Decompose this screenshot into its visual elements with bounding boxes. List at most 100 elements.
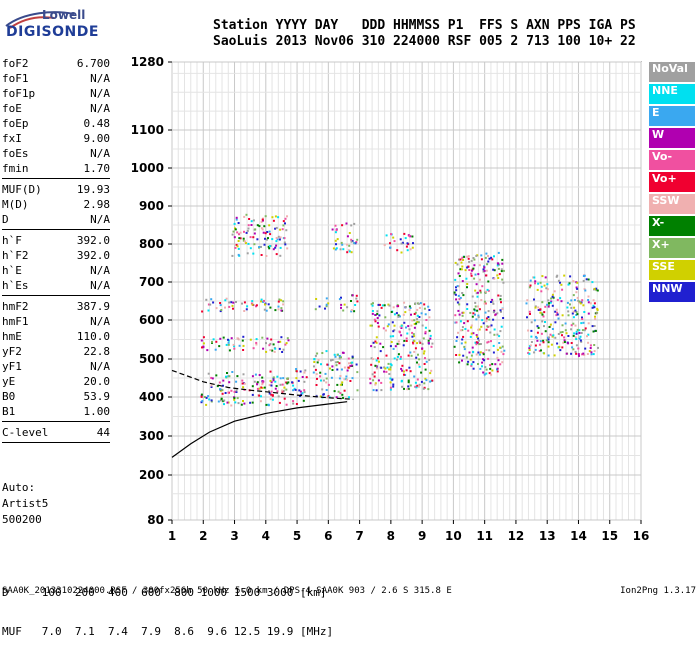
echo-point: [530, 321, 533, 324]
echo-point: [541, 275, 544, 278]
echo-point: [263, 386, 266, 389]
echo-point: [232, 230, 235, 233]
echo-point: [584, 289, 587, 292]
echo-point: [347, 249, 350, 252]
echo-point: [422, 352, 425, 355]
x-tick-label: 1: [168, 529, 176, 543]
echo-point: [340, 241, 343, 244]
echo-point: [423, 350, 426, 353]
echo-point: [491, 363, 494, 366]
param-value: 20.0: [83, 375, 111, 388]
echo-point: [349, 365, 352, 368]
echo-point: [413, 326, 416, 329]
echo-point: [470, 363, 473, 366]
echo-point: [485, 349, 488, 351]
echo-point: [429, 334, 432, 337]
echo-point: [317, 359, 320, 361]
echo-point: [236, 397, 239, 400]
echo-point: [469, 358, 472, 361]
echo-point: [223, 403, 225, 406]
echo-point: [476, 291, 479, 294]
echo-point: [254, 228, 257, 231]
echo-point: [372, 358, 374, 361]
echo-point: [498, 342, 501, 344]
echo-point: [534, 305, 537, 308]
echo-point: [316, 352, 319, 355]
echo-point: [527, 352, 530, 354]
echo-point: [210, 384, 213, 387]
echo-point: [474, 273, 477, 276]
echo-point: [281, 383, 284, 386]
echo-point: [405, 326, 407, 329]
echo-point: [497, 267, 500, 270]
echo-point: [545, 287, 548, 290]
echo-point: [470, 324, 473, 327]
echo-point: [347, 366, 350, 369]
echo-point: [574, 336, 577, 339]
echo-point: [232, 343, 235, 346]
echo-point: [474, 313, 476, 316]
echo-point: [236, 337, 239, 340]
echo-point: [333, 353, 336, 356]
legend-item: NNE: [649, 84, 695, 104]
echo-point: [580, 340, 583, 343]
echo-point: [286, 215, 288, 218]
echo-point: [581, 318, 584, 320]
echo-point: [279, 254, 282, 257]
echo-point: [393, 240, 396, 243]
echo-point: [466, 286, 468, 289]
echo-point: [242, 237, 245, 240]
echo-point: [237, 402, 240, 405]
echo-point: [470, 326, 473, 329]
echo-point: [546, 283, 549, 286]
echo-point: [253, 243, 256, 246]
echo-point: [458, 353, 461, 356]
echo-point: [472, 257, 475, 259]
echo-point: [596, 309, 599, 311]
echo-point: [412, 341, 414, 344]
echo-point: [483, 359, 486, 362]
echo-point: [487, 357, 490, 360]
echo-point: [210, 399, 213, 402]
echo-point: [277, 300, 280, 303]
echo-point: [572, 334, 575, 337]
echo-point: [233, 222, 236, 225]
echo-point: [407, 325, 410, 328]
echo-point: [540, 332, 543, 335]
echo-point: [272, 248, 275, 251]
echo-point: [393, 313, 396, 316]
echo-point: [421, 324, 424, 327]
echo-point: [462, 335, 465, 338]
echo-point: [466, 303, 469, 306]
echo-point: [596, 307, 599, 310]
echo-point: [261, 228, 264, 231]
param-name: yE: [2, 375, 16, 388]
echo-point: [238, 233, 240, 236]
legend-item: X-: [649, 216, 695, 236]
echo-point: [224, 392, 227, 394]
echo-point: [556, 274, 559, 277]
echo-point: [547, 345, 550, 348]
echo-point: [263, 225, 266, 228]
profile-traces: [171, 369, 354, 458]
echo-point: [496, 348, 499, 351]
echo-point: [325, 297, 328, 300]
echo-point: [272, 376, 275, 379]
echo-point: [269, 379, 272, 382]
echo-point: [342, 309, 345, 312]
echo-point: [553, 290, 556, 293]
auto-version: 500200: [2, 513, 42, 526]
y-tick-label: 300: [139, 429, 164, 443]
echo-point: [530, 341, 533, 343]
echo-point: [244, 240, 246, 243]
echo-point: [212, 338, 215, 341]
echo-point: [260, 220, 263, 223]
echo-point: [589, 302, 592, 305]
echo-point: [424, 368, 427, 371]
echo-point: [492, 344, 495, 347]
echo-point: [476, 295, 479, 298]
echo-point: [304, 369, 307, 372]
echo-point: [575, 352, 578, 355]
echo-point: [292, 384, 295, 387]
echo-point: [455, 354, 458, 356]
